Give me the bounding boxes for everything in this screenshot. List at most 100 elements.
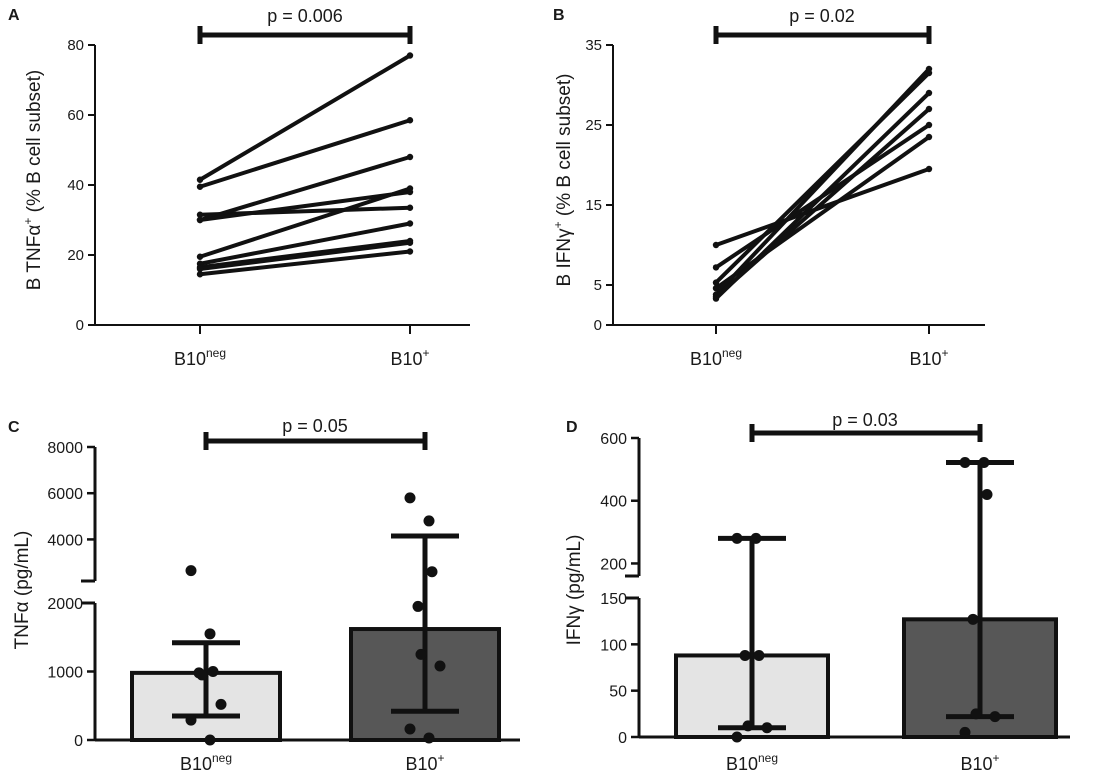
panel-a-y-tick-label: 80 [67, 37, 84, 54]
chart-marks: 0 20 40 60 80 0 5 15 25 35 0 1000 2000 4000 6000 8000 0 5… [47, 26, 1070, 750]
panel-a-point [196, 271, 204, 278]
panel-b-point [712, 279, 720, 286]
panel-d-data-point [750, 532, 762, 544]
panel-d-data-point [981, 488, 993, 500]
panel-a-point [406, 52, 414, 59]
panel-b-series-line [714, 67, 931, 296]
panel-a-y-tick-label: 40 [67, 177, 84, 194]
panel-a-label: A [8, 7, 20, 24]
panel-c-y-tick-label: 0 [74, 733, 83, 750]
panel-c-data-point [185, 714, 197, 726]
panel-a-point [406, 117, 414, 124]
panel-d: D p = 0.03 IFNγ (pg/mL) B10neg B10+ [564, 410, 1000, 774]
panel-b-point [925, 133, 933, 141]
panel-c-x-tick-label-b10pos: B10+ [405, 751, 444, 774]
panel-a-series-line [199, 155, 411, 222]
panel-d-y-tick-label: 100 [600, 637, 627, 654]
panel-a-series-line [199, 186, 411, 259]
panel-d-y-tick-label: 400 [600, 494, 627, 511]
panel-d-data-point [989, 711, 1001, 723]
panel-c-data-point [204, 628, 216, 640]
panel-d-data-point [970, 708, 982, 720]
panel-d-p-value: p = 0.03 [832, 410, 898, 430]
panel-c-data-point [404, 492, 416, 504]
panel-c-y-tick-label: 6000 [47, 486, 83, 503]
panel-b: B p = 0.02 B IFNγ+ (% B cell subset) B10… [551, 6, 949, 369]
panel-d-y-tick-label: 50 [609, 684, 627, 701]
panel-c-data-point [423, 732, 435, 744]
panel-c-y-tick-label: 2000 [47, 596, 83, 613]
panel-a-y-tick-label: 0 [76, 317, 84, 334]
panel-a-series-line [199, 190, 411, 222]
panel-a-point [406, 153, 414, 161]
panel-c-y-tick-label: 1000 [47, 665, 83, 682]
panel-c-y-tick-label: 8000 [47, 440, 83, 457]
panel-d-significance-bracket [749, 424, 983, 442]
panel-d-label: D [566, 419, 578, 436]
panel-a-series-line [198, 53, 412, 182]
panel-b-y-tick-label: 25 [585, 117, 602, 134]
panel-a-p-value: p = 0.006 [267, 6, 343, 26]
panel-a: A p = 0.006 B TNFα+ (% B cell subset) B1… [8, 6, 430, 369]
panel-b-series-line [715, 167, 930, 247]
panel-d-data-point [742, 720, 754, 732]
panel-b-x-tick-labels: B10neg B10+ [690, 346, 949, 369]
panel-a-x-tick-label-b10neg: B10neg [174, 346, 226, 369]
panel-d-y-tick-label: 600 [600, 431, 627, 448]
panel-b-point [712, 293, 720, 301]
panel-b-y-axis-label: B IFNγ+ (% B cell subset) [551, 74, 575, 287]
panel-d-y-tick-label: 150 [600, 591, 627, 608]
panel-a-x-tick-label-b10pos: B10+ [390, 346, 429, 369]
panel-b-point [925, 105, 933, 113]
panel-a-point [196, 211, 204, 218]
panel-c-data-point [215, 698, 227, 710]
panel-c-data-point [185, 565, 197, 577]
panel-b-x-tick-label-b10pos: B10+ [909, 346, 948, 369]
panel-c-label: C [8, 419, 20, 436]
panel-b-label: B [553, 7, 565, 24]
panel-a-point [196, 176, 204, 183]
panel-d-data-point [959, 456, 971, 468]
panel-b-point [925, 165, 933, 173]
panel-a-series-line [199, 118, 411, 189]
panel-a-x-tick-labels: B10neg B10+ [174, 346, 430, 369]
panel-c-y-tick-label: 4000 [47, 532, 83, 549]
panel-c-y-axis-label: TNFα (pg/mL) [12, 531, 33, 650]
panel-b-series-line [714, 107, 931, 299]
panel-d-data-point [753, 649, 765, 661]
panel-c-data-point [207, 666, 219, 677]
panel-c-data-point [196, 669, 208, 681]
panel-c-data-point [204, 734, 216, 746]
panel-a-y-tick-label: 60 [67, 107, 84, 124]
panel-d-y-tick-label: 0 [618, 730, 627, 747]
panel-b-point [712, 264, 720, 271]
panel-d-x-tick-label-b10neg: B10neg [726, 751, 778, 774]
panel-b-y-tick-label: 5 [594, 277, 602, 294]
panel-c-x-tick-labels: B10neg B10+ [180, 751, 445, 774]
panel-c-p-value: p = 0.05 [282, 416, 348, 436]
panel-c-data-point [423, 515, 435, 527]
panel-c-x-tick-label-b10neg: B10neg [180, 751, 232, 774]
panel-c: C p = 0.05 TNFα (pg/mL) B10neg B10+ [8, 416, 445, 774]
panel-a-point [196, 183, 204, 190]
panel-b-y-tick-label: 35 [585, 37, 602, 54]
panel-d-data-point [739, 649, 751, 661]
panel-c-significance-bracket [203, 432, 428, 450]
panel-a-point [406, 204, 414, 211]
panel-a-series-line [199, 240, 411, 271]
panel-a-point [196, 216, 204, 224]
panel-a-point [406, 185, 414, 192]
panel-a-point [406, 220, 414, 227]
panel-b-significance-bracket [713, 26, 932, 44]
panel-b-point [712, 241, 720, 249]
panel-b-point [925, 65, 933, 73]
panel-d-y-axis-label: IFNγ (pg/mL) [564, 535, 585, 646]
panel-b-y-tick-label: 15 [585, 197, 602, 214]
panel-d-data-point [967, 613, 979, 625]
panel-a-point [406, 239, 414, 246]
panel-d-data-point [959, 726, 971, 738]
panel-b-y-tick-label: 0 [594, 317, 602, 334]
panel-a-significance-bracket [197, 26, 413, 44]
panel-b-x-tick-label-b10neg: B10neg [690, 346, 742, 369]
